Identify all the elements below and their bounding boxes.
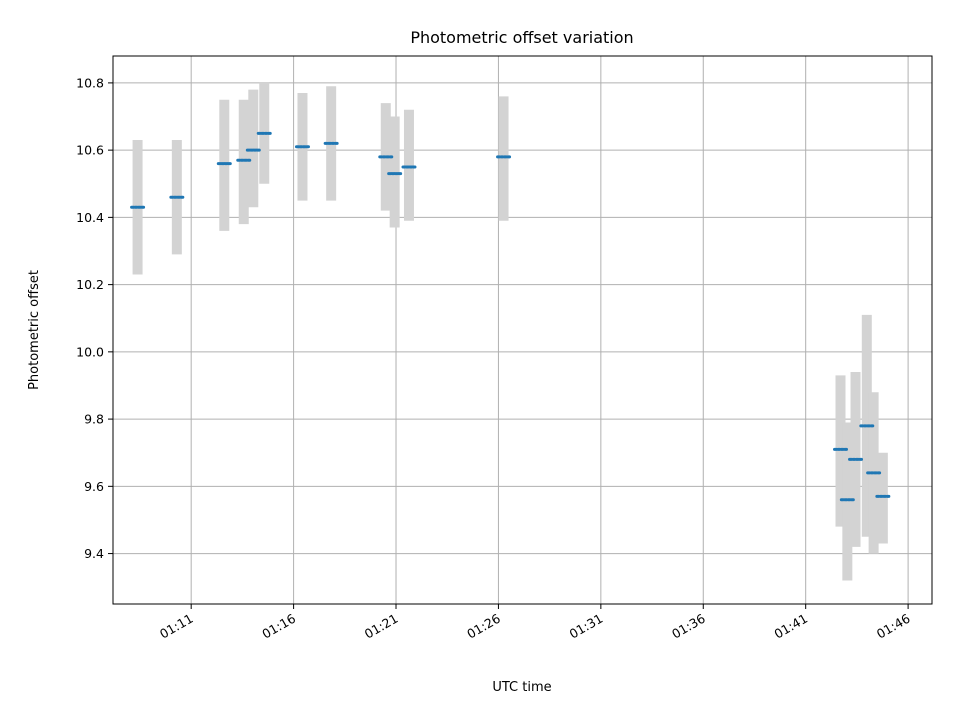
chart-title: Photometric offset variation <box>410 28 633 47</box>
y-tick-label: 10.2 <box>76 277 104 292</box>
x-tick-label: 01:31 <box>567 611 606 642</box>
y-tick-label: 9.4 <box>84 546 104 561</box>
x-tick-label: 01:36 <box>669 611 708 642</box>
x-tick-label: 01:26 <box>464 611 503 642</box>
grid-lines <box>113 56 932 604</box>
y-tick-label: 10.8 <box>76 75 104 90</box>
y-tick-label: 10.6 <box>76 143 104 158</box>
y-axis-label: Photometric offset <box>27 270 42 390</box>
x-axis-ticks: 01:11 01:16 01:21 01:26 01:31 01:36 01:41 01:46 <box>157 604 913 642</box>
x-tick-label: 01:21 <box>362 611 401 642</box>
x-tick-label: 01:16 <box>259 611 298 642</box>
y-tick-label: 10.0 <box>76 344 104 359</box>
plot-area-frame <box>112 55 933 605</box>
x-tick-label: 01:41 <box>771 611 810 642</box>
data-markers <box>130 131 891 502</box>
x-tick-label: 01:46 <box>874 611 913 642</box>
y-tick-label: 9.8 <box>84 412 104 427</box>
x-axis-label: UTC time <box>492 680 551 695</box>
y-tick-label: 10.4 <box>76 210 104 225</box>
y-axis-ticks: 9.4 9.6 9.8 10.0 10.2 10.4 10.6 10.8 <box>76 75 113 561</box>
y-tick-label: 9.6 <box>84 479 104 494</box>
x-tick-label: 01:11 <box>157 611 196 642</box>
